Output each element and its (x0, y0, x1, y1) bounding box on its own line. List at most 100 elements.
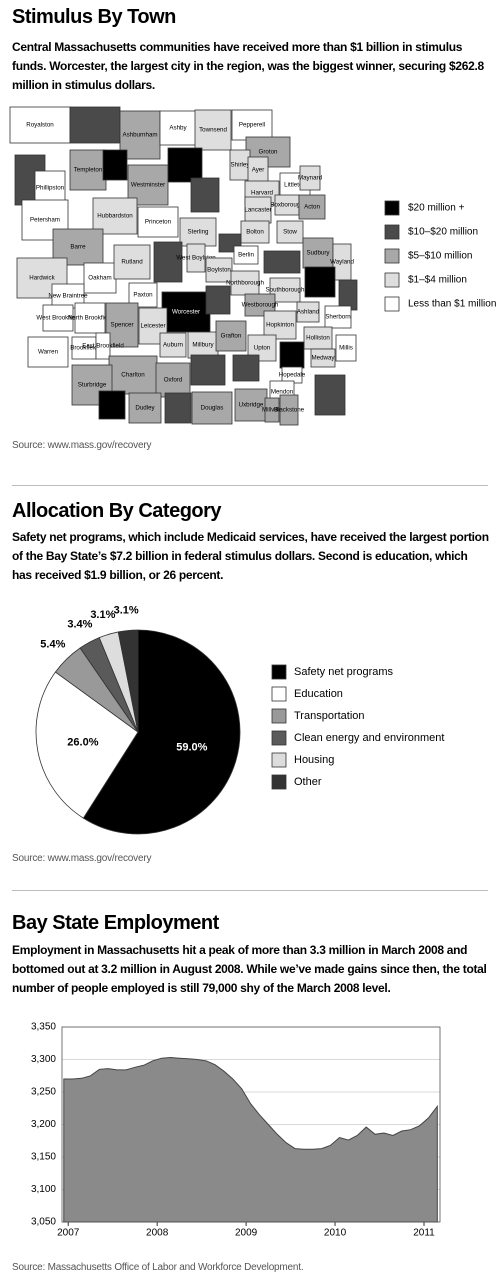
town-label: Millbury (192, 342, 214, 349)
town-label: North Brookfield (68, 315, 113, 322)
section-subtitle: Employment in Massachusetts hit a peak o… (12, 943, 487, 995)
town-label: Harvard (251, 190, 274, 197)
town (95, 332, 111, 360)
town-label: Barre (70, 244, 86, 251)
town-label: Ayer (252, 167, 265, 174)
legend-label: Education (294, 688, 343, 700)
town-label: Ashland (297, 309, 320, 316)
town-label: Hopedale (279, 372, 306, 379)
legend-swatch (271, 664, 287, 680)
legend-swatch (384, 296, 400, 312)
town (92, 197, 138, 235)
town-label: Templeton (74, 167, 103, 174)
slice-label: 26.0% (67, 736, 98, 748)
town-label: Westborough (242, 302, 279, 309)
x-tick-label: 2008 (146, 1228, 169, 1239)
legend-label: Housing (294, 754, 334, 766)
town (191, 391, 233, 425)
town (69, 149, 107, 191)
legend-label: $5–$10 million (408, 251, 473, 262)
x-tick-label: 2011 (413, 1228, 435, 1239)
town (161, 291, 211, 333)
town-label: Uxbridge (239, 402, 264, 409)
slice-label: 3.1% (90, 609, 115, 621)
town (298, 194, 326, 220)
town (27, 336, 69, 368)
y-tick-label: 3,050 (31, 1217, 56, 1228)
legend-label: $20 million + (408, 203, 465, 214)
legend-label: Clean energy and environment (294, 732, 444, 744)
town-label: Sturbridge (78, 382, 107, 389)
pie-slice (82, 629, 241, 835)
town-label: Hardwick (29, 275, 55, 282)
town-label: Auburn (163, 342, 184, 349)
town (113, 244, 151, 280)
divider (12, 890, 488, 891)
town (164, 392, 192, 424)
x-tick-label: 2009 (235, 1228, 258, 1239)
town (314, 374, 346, 416)
legend-swatch (271, 686, 287, 702)
x-tick-label: 2010 (324, 1228, 347, 1239)
town (9, 106, 71, 144)
town (230, 270, 260, 296)
section-subtitle: Safety net programs, which include Medic… (12, 530, 489, 582)
town (74, 302, 106, 334)
x-tick-label: 2007 (57, 1228, 80, 1239)
town (194, 109, 232, 151)
legend-swatch (271, 774, 287, 790)
town (205, 285, 231, 315)
town-label: Littleton (284, 182, 306, 189)
town-label: Royalston (26, 122, 54, 129)
y-tick-label: 3,200 (31, 1119, 56, 1130)
town (233, 245, 259, 265)
town-label: Hubbardston (97, 213, 133, 220)
town (190, 354, 226, 386)
town (264, 397, 280, 423)
town-label: Southborough (266, 287, 305, 294)
section-subtitle: Central Massachusetts communities have r… (12, 40, 484, 92)
legend-label: Other (294, 776, 322, 788)
town-label: Millis (339, 345, 353, 352)
town (137, 206, 179, 238)
source: Source: Massachusetts Office of Labor an… (12, 1262, 304, 1273)
source: Source: www.mass.gov/recovery (12, 853, 152, 864)
y-tick-label: 3,150 (31, 1152, 56, 1163)
legend-swatch (271, 730, 287, 746)
town-label: Millville (262, 407, 282, 414)
y-tick-label: 3,100 (31, 1184, 56, 1195)
town-label: Northborough (226, 280, 264, 287)
legend-label: Less than $1 million (408, 299, 496, 310)
town (310, 348, 336, 368)
town-label: Bolton (246, 229, 264, 236)
town-label: Worcester (172, 309, 200, 316)
town-label: West Boylston (176, 255, 216, 262)
town-label: Grafton (221, 333, 242, 340)
legend-swatch (384, 200, 400, 216)
slice-label: 3.1% (114, 604, 139, 616)
town-label: Dudley (135, 405, 155, 412)
town-label: Townsend (199, 127, 227, 134)
town-label: Petersham (30, 217, 60, 224)
town (232, 354, 260, 382)
town-label: Upton (254, 345, 271, 352)
town-label: Warren (38, 349, 59, 356)
area-chart: 3,050 3,100 3,150 3,200 3,250 3,300 3,350 2007 2… (31, 1022, 441, 1239)
slice-label: 5.4% (40, 639, 65, 651)
y-tick-label: 3,350 (31, 1022, 56, 1033)
town-label: Lancaster (244, 207, 271, 214)
town (159, 110, 197, 146)
town-label: Blackstone (274, 407, 305, 414)
town-label: Shirley (231, 162, 251, 169)
town-label: Ashburnham (122, 132, 157, 139)
town-label: Stow (283, 229, 297, 236)
town (338, 279, 358, 311)
town-label: Wayland (330, 259, 354, 266)
town (155, 362, 191, 398)
legend-label: Transportation (294, 710, 365, 722)
town (240, 220, 270, 244)
area (63, 1056, 438, 1223)
pie-slice (35, 671, 139, 819)
town (324, 305, 352, 329)
pie-chart: 59.0% Safety net programs 26.0% Education 5.… (35, 604, 444, 835)
